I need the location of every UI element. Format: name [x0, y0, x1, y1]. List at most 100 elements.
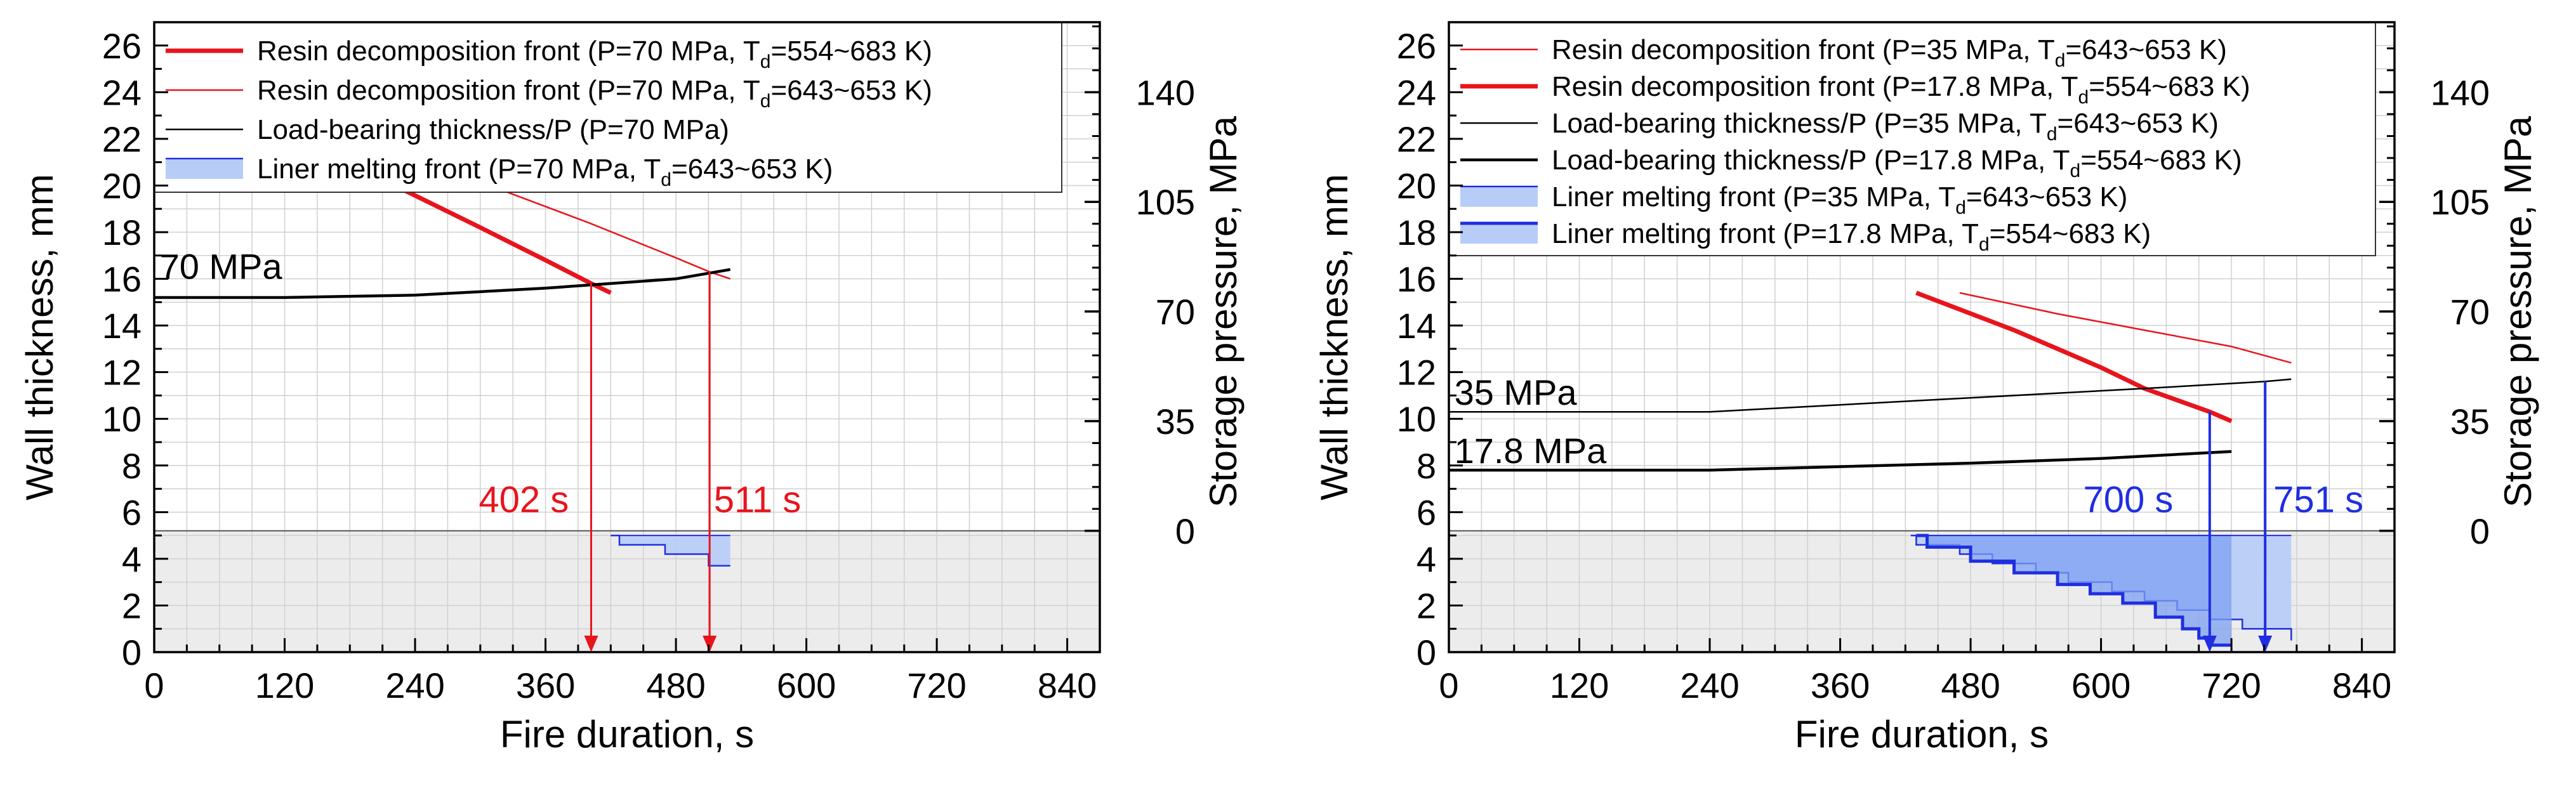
x-axis-title: Fire duration, s [500, 713, 754, 756]
plot-frame [1448, 21, 2396, 653]
legend-entry: Liner melting front (P=35 MPa, Td=643~65… [1552, 181, 2127, 218]
legend-subscript: d [760, 91, 771, 112]
legend-entry: Load-bearing thickness/P (P=17.8 MPa, Td… [1552, 145, 2242, 181]
legend-text: Load-bearing thickness/P (P=35 MPa, T [1552, 108, 2047, 139]
legend-subscript: d [2047, 124, 2057, 145]
y-tick-label: 16 [102, 259, 142, 299]
series-line [1449, 378, 2292, 413]
marker-arrow [703, 636, 717, 652]
y-tick-label: 14 [1397, 306, 1436, 346]
marker-arrow [2202, 636, 2217, 652]
x-tick-label: 0 [1439, 665, 1458, 705]
legend-box [1448, 22, 2376, 256]
legend-entry: Liner melting front (P=70 MPa, Td=643~65… [257, 154, 833, 190]
y-tick-label: 6 [122, 492, 142, 532]
legend-subscript: d [661, 169, 671, 190]
legend-tail: =643~653 K) [671, 154, 833, 185]
y-tick-label: 24 [102, 72, 142, 112]
x-tick-label: 0 [144, 665, 164, 705]
marker-arrow [584, 636, 598, 652]
legend-text: Resin decomposition front (P=35 MPa, T [1552, 34, 2055, 65]
x-tick-label: 480 [1941, 665, 2000, 705]
melt-front-line [611, 534, 730, 567]
y-tick-label: 26 [102, 26, 142, 66]
marker-label: 700 s [2083, 479, 2173, 520]
legend-tail: =554~683 K) [770, 36, 932, 67]
x-axis: 0 120 240 360 480 600 720 840 Fire duration, s [144, 638, 1101, 756]
x-tick-label: 840 [2332, 665, 2391, 705]
marker-label: 751 s [2273, 479, 2363, 520]
legend-tail: =643~653 K) [2065, 34, 2226, 65]
legend-entry: Resin decomposition front (P=70 MPa, Td=… [257, 36, 932, 72]
legend-text: Liner melting front (P=17.8 MPa, T [1552, 218, 1979, 249]
series-line [154, 268, 731, 299]
y2-tick-label: 140 [2431, 72, 2490, 112]
legend-subscript: d [2078, 87, 2089, 108]
y2-tick-label: 70 [1156, 292, 1195, 332]
x-axis-title: Fire duration, s [1795, 713, 2049, 756]
y-tick-label: 2 [1417, 586, 1436, 625]
y-tick-label: 22 [1397, 119, 1436, 159]
legend-tail: =643~653 K) [1966, 181, 2127, 213]
y-axis-title: Wall thickness, mm [18, 174, 61, 501]
y2-tick-label: 105 [2431, 182, 2490, 222]
legend-text: Resin decomposition front (P=17.8 MPa, T [1552, 71, 2078, 102]
y-tick-label: 10 [102, 399, 142, 439]
x-tick-label: 240 [385, 665, 444, 705]
y-tick-label: 6 [1417, 492, 1436, 532]
y-tick-label: 12 [102, 353, 142, 393]
legend-entry: Resin decomposition front (P=17.8 MPa, T… [1552, 71, 2250, 108]
legend-entry: Liner melting front (P=17.8 MPa, Td=554~… [1552, 218, 2151, 255]
y-tick-label: 8 [122, 446, 142, 486]
series-line [1449, 450, 2232, 472]
x-tick-label: 840 [1038, 665, 1097, 705]
y-tick-label: 4 [122, 539, 142, 579]
legend-entry: Resin decomposition front (P=35 MPa, Td=… [1552, 34, 2227, 71]
legend-tail: =554~683 K) [1990, 218, 2151, 249]
legend-subscript: d [2055, 50, 2066, 71]
x-tick-label: 240 [1680, 665, 1739, 705]
y-tick-label: 24 [1397, 72, 1436, 112]
legend-key-patch [166, 159, 243, 179]
legend-text: Load-bearing thickness/P (P=70 MPa) [257, 114, 729, 145]
x-tick-label: 120 [255, 665, 314, 705]
y-tick-label: 26 [1397, 26, 1436, 66]
x-tick-label: 720 [2202, 665, 2261, 705]
legend-subscript: d [2070, 160, 2081, 181]
legend-text: Resin decomposition front (P=70 MPa, T [257, 36, 760, 67]
x-tick-label: 480 [646, 665, 705, 705]
legend-key-patch [1460, 223, 1538, 244]
y2-axis-title: Storage pressure, MPa [1202, 115, 1245, 507]
melt-front-area [1916, 535, 2232, 645]
melt-front-line [1916, 533, 2232, 647]
series-line [1915, 291, 2233, 424]
x-tick-label: 120 [1550, 665, 1609, 705]
gray-region [154, 530, 1100, 652]
marker-label: 402 s [479, 479, 569, 520]
y-tick-label: 2 [122, 586, 142, 625]
y2-tick-label: 0 [1175, 511, 1195, 551]
marker-arrow [2258, 636, 2273, 652]
legend-subscript: d [1979, 234, 1990, 255]
y-tick-label: 20 [102, 166, 142, 206]
legend-subscript: d [1955, 197, 1966, 218]
pressure-label: 70 MPa [160, 247, 283, 287]
x-axis: 0 120 240 360 480 600 720 840 Fire duration, s [1439, 638, 2396, 756]
legend-entry: Load-bearing thickness/P (P=70 MPa) [257, 114, 729, 145]
y-tick-label: 10 [1397, 399, 1436, 439]
legend-text: Load-bearing thickness/P (P=17.8 MPa, T [1552, 145, 2070, 176]
plot-frame [153, 21, 1101, 653]
melt-front-area [611, 535, 730, 566]
y2-tick-label: 0 [2470, 511, 2490, 551]
legend-entry: Load-bearing thickness/P (P=35 MPa, Td=6… [1552, 108, 2219, 145]
pressure-label: 35 MPa [1455, 372, 1578, 412]
y2-tick-label: 140 [1136, 72, 1195, 112]
series-line [1959, 292, 2292, 364]
legend: Resin decomposition front (P=70 MPa, Td=… [154, 22, 1062, 193]
legend-text: Liner melting front (P=35 MPa, T [1552, 181, 1955, 213]
legend-tail: =554~683 K) [2080, 145, 2242, 176]
